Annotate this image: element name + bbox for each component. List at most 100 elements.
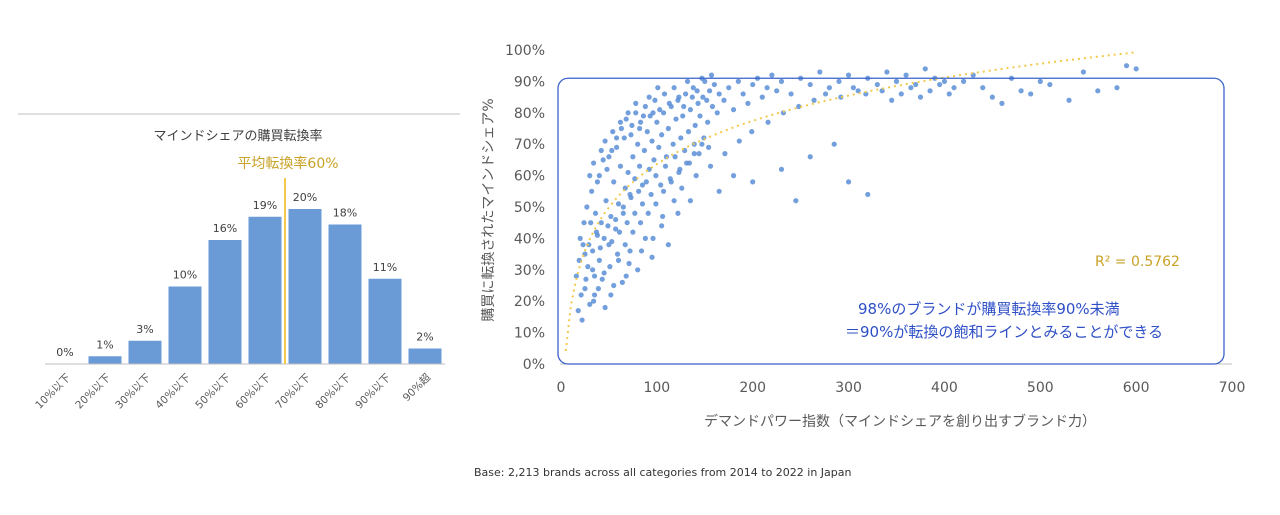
scatter-point (621, 135, 627, 141)
scatter-x-ticks: 0 100 200 300 400 500 600 700 (557, 380, 1246, 396)
annotation-line-1: 98%のブランドが購買転換率90%未満 (858, 300, 1120, 318)
scatter-point (658, 182, 664, 188)
scatter-point (629, 122, 635, 128)
scatter-point (577, 235, 583, 241)
scatter-point (927, 88, 933, 94)
scatter-point (665, 242, 671, 248)
scatter-point (600, 157, 606, 163)
scatter-point (593, 229, 600, 235)
scatter-point (627, 248, 633, 254)
scatter-point (662, 163, 669, 169)
scatter-point (617, 163, 624, 169)
histogram-category-label: 60%以下 (233, 372, 273, 412)
scatter-point (657, 107, 663, 113)
scatter-point (735, 78, 741, 84)
scatter-point (845, 72, 852, 78)
scatter-point (999, 100, 1005, 106)
scatter-point (889, 97, 895, 103)
scatter-point (590, 267, 596, 273)
scatter-point (1066, 97, 1072, 103)
scatter-point (587, 301, 593, 307)
scatter-point (879, 88, 885, 94)
scatter-point (678, 135, 684, 141)
scatter-point (604, 166, 610, 172)
scatter-point (660, 188, 667, 194)
scatter-point (774, 88, 780, 94)
scatter-point (598, 220, 604, 226)
scatter-y-tick-label: 20% (514, 294, 545, 310)
scatter-point (596, 173, 602, 179)
scatter-point (684, 78, 691, 84)
scatter-point (613, 135, 620, 141)
scatter-point (668, 179, 674, 185)
scatter-point (788, 91, 794, 97)
scatter-point (641, 147, 647, 154)
scatter-point (681, 103, 687, 110)
r-squared-label: R² = 0.5762 (1095, 254, 1180, 270)
scatter-point (588, 220, 594, 226)
scatter-point (722, 151, 728, 157)
scatter-point (689, 94, 695, 100)
scatter-point (826, 85, 833, 91)
scatter-y-tick-label: 50% (514, 200, 545, 216)
scatter-point (750, 81, 756, 88)
scatter-point (679, 185, 685, 191)
scatter-point (649, 138, 655, 144)
scatter-y-tick-label: 90% (514, 74, 545, 90)
scatter-point (708, 72, 715, 78)
scatter-point (764, 85, 770, 91)
scatter-point (700, 94, 706, 100)
scatter-point (616, 229, 623, 235)
scatter-point (817, 69, 823, 75)
scatter-point (584, 204, 590, 210)
scatter-point (850, 85, 856, 91)
scatter-point (951, 85, 957, 91)
scatter-point (796, 103, 802, 110)
histogram-bar (168, 286, 202, 364)
scatter-point (617, 119, 624, 125)
scatter-point (601, 235, 607, 241)
histogram-bar (288, 209, 322, 364)
scatter-point (863, 91, 869, 97)
scatter-point (793, 198, 799, 204)
scatter-x-tick-label: 600 (1123, 380, 1150, 396)
scatter-point (650, 110, 656, 116)
scatter-point (845, 179, 852, 185)
scatter-point (594, 179, 601, 185)
scatter-point (637, 220, 644, 226)
scatter-point (736, 138, 742, 144)
scatter-point (596, 257, 602, 263)
scatter-point (695, 100, 701, 106)
scatter-point (613, 226, 619, 232)
scatter-point (807, 154, 813, 160)
scatter-point (613, 144, 620, 150)
scatter-point (585, 264, 591, 270)
scatter-point (613, 216, 619, 223)
scatter-point (898, 91, 904, 97)
histogram-category-label: 20%以下 (73, 372, 113, 412)
annotation-line-2: ＝90%が転換の飽和ラインとみることができる (845, 323, 1163, 341)
scatter-chart: 0% 10% 20% 30% 40% 50% 60% 70% 80% 90% 100% 0 100 20… (481, 43, 1245, 430)
scatter-point (646, 94, 652, 100)
scatter-point (587, 173, 593, 179)
scatter-point (680, 113, 686, 119)
scatter-point (652, 97, 658, 103)
base-footnote: Base: 2,213 brands across all categories… (474, 466, 852, 479)
histogram-bar (328, 224, 362, 364)
scatter-point (632, 210, 638, 216)
histogram-value-label: 0% (56, 346, 73, 359)
scatter-point (706, 144, 712, 150)
scatter-point (855, 88, 861, 94)
scatter-point (644, 129, 650, 135)
scatter-x-tick-label: 700 (1219, 380, 1246, 396)
scatter-point (765, 119, 771, 125)
scatter-point (590, 248, 596, 254)
scatter-point (697, 113, 703, 119)
scatter-x-tick-label: 200 (739, 380, 766, 396)
scatter-point (865, 191, 871, 198)
histogram-chart: マインドシェアの購買転換率 0% 10%以下 1% 20%以下 3% 30%以下 10% 40… (18, 113, 460, 412)
scatter-point (1018, 88, 1024, 94)
scatter-point (659, 132, 665, 138)
scatter-point (687, 107, 694, 113)
histogram-value-label: 11% (373, 261, 397, 274)
